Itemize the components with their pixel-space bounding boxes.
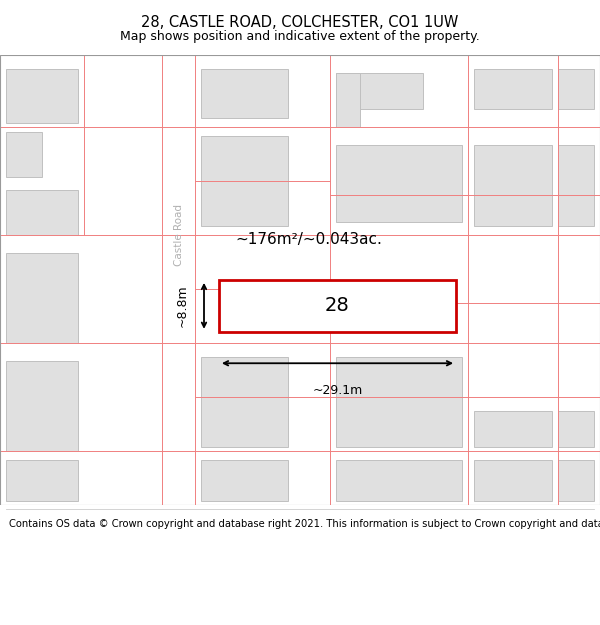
Text: Castle Road: Castle Road bbox=[173, 204, 184, 266]
Text: ~8.8m: ~8.8m bbox=[176, 284, 189, 328]
Bar bbox=[6, 69, 78, 122]
Text: Contains OS data © Crown copyright and database right 2021. This information is : Contains OS data © Crown copyright and d… bbox=[9, 519, 600, 529]
Bar bbox=[558, 69, 594, 109]
Bar bbox=[336, 73, 360, 127]
Bar bbox=[336, 73, 423, 109]
Bar bbox=[6, 460, 78, 501]
Bar bbox=[201, 69, 288, 118]
Bar bbox=[201, 460, 288, 501]
Text: 28, CASTLE ROAD, COLCHESTER, CO1 1UW: 28, CASTLE ROAD, COLCHESTER, CO1 1UW bbox=[142, 16, 458, 31]
Text: ~29.1m: ~29.1m bbox=[313, 384, 362, 396]
Bar bbox=[558, 411, 594, 446]
Bar bbox=[474, 145, 552, 226]
Bar bbox=[6, 361, 78, 451]
Bar bbox=[201, 356, 288, 446]
Bar bbox=[6, 190, 78, 235]
Bar bbox=[558, 145, 594, 226]
Bar bbox=[6, 131, 42, 176]
Text: Map shows position and indicative extent of the property.: Map shows position and indicative extent… bbox=[120, 30, 480, 43]
Bar bbox=[336, 460, 462, 501]
Text: ~176m²/~0.043ac.: ~176m²/~0.043ac. bbox=[236, 232, 382, 247]
Bar bbox=[219, 280, 456, 332]
Bar bbox=[474, 460, 552, 501]
Bar bbox=[474, 69, 552, 109]
Bar bbox=[474, 411, 552, 446]
Bar bbox=[201, 136, 288, 226]
Bar bbox=[558, 460, 594, 501]
Bar bbox=[336, 145, 462, 221]
Bar bbox=[336, 356, 462, 446]
Bar bbox=[6, 253, 78, 343]
Text: 28: 28 bbox=[325, 296, 350, 316]
